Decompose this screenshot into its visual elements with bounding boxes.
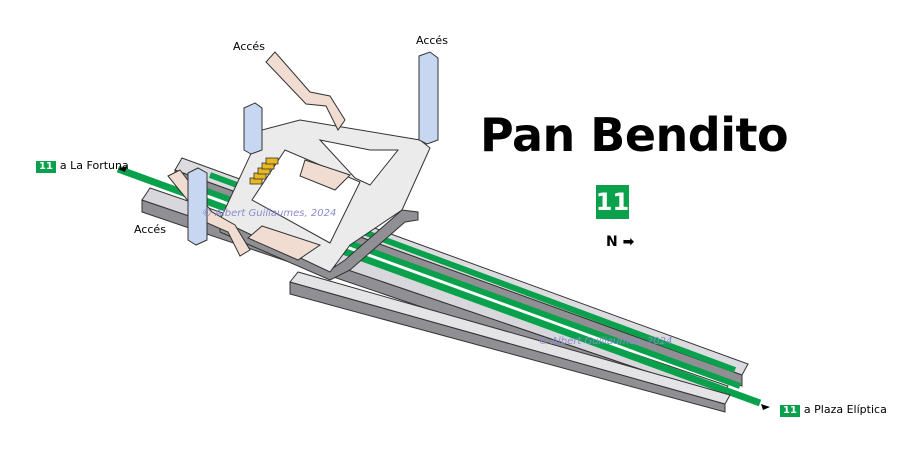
direction-label-right: 11 a Plaza Elíptica: [780, 404, 887, 417]
elevator-top-right: [418, 51, 439, 145]
escalator-group: [249, 157, 279, 185]
station-name: Pan Bendito: [480, 108, 789, 162]
north-arrow-icon: ➡: [622, 234, 635, 250]
watermark: © Albert Guillaumes, 2024: [538, 336, 673, 347]
elevator-left: [187, 167, 208, 246]
track-line-1: [116, 165, 762, 407]
elevator-mid: [243, 102, 263, 155]
access-stair-top: [265, 51, 346, 131]
north-label: N: [606, 234, 618, 250]
central-platform-top: [289, 271, 731, 405]
left-direction-arrow: [118, 166, 127, 172]
access-label-top-right: Accés: [416, 34, 448, 47]
line-badge: 11: [596, 185, 629, 219]
right-direction-arrow: [761, 404, 770, 410]
line-badge-small: 11: [36, 161, 56, 173]
access-label-top-left: Accés: [233, 40, 265, 53]
direction-text: a La Fortuna: [59, 159, 129, 172]
platform-stair-1: [247, 225, 322, 261]
watermark: © Albert Guillaumes, 2024: [202, 208, 337, 219]
direction-label-left: 11 a La Fortuna: [36, 160, 129, 173]
escalator-step: [265, 157, 279, 165]
mezzanine-opening-right: [318, 139, 400, 186]
line-badge-small: 11: [780, 405, 800, 417]
access-label-left: Accés: [134, 223, 166, 236]
direction-text: a Plaza Elíptica: [803, 403, 887, 416]
compass: N ➡: [606, 234, 634, 250]
platform-stair-2: [299, 159, 351, 191]
